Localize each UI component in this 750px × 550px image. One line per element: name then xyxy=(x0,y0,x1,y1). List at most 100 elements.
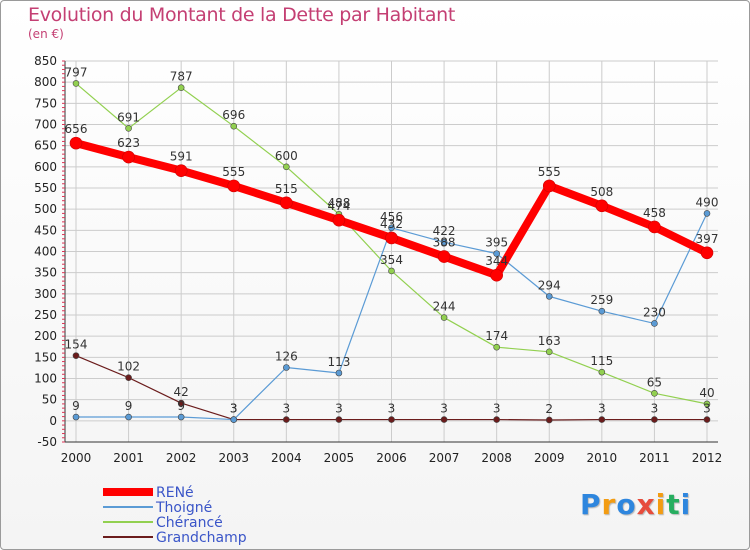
data-point xyxy=(388,267,395,275)
data-point xyxy=(72,80,80,87)
data-point xyxy=(388,224,395,232)
data-point xyxy=(177,399,185,407)
data-point xyxy=(493,250,500,257)
legend-label: RENé xyxy=(156,485,194,501)
data-point xyxy=(122,150,135,164)
data-label: 40 xyxy=(699,386,714,400)
data-point xyxy=(440,416,448,423)
y-tick-label: 500 xyxy=(34,202,57,216)
data-point xyxy=(545,416,553,424)
legend-label: Chérancé xyxy=(156,515,223,531)
data-point xyxy=(283,416,290,423)
logo-letter: i xyxy=(655,488,667,521)
data-label: 591 xyxy=(170,150,193,164)
logo-letter: i xyxy=(680,488,692,521)
x-tick-label: 2000 xyxy=(61,451,92,465)
data-label: 3 xyxy=(703,402,711,416)
data-point xyxy=(230,122,238,130)
x-tick-label: 2006 xyxy=(376,451,407,465)
data-point xyxy=(703,400,711,408)
proxiti-logo: Proxiti xyxy=(580,488,691,521)
data-label: 126 xyxy=(275,349,298,363)
data-point xyxy=(703,210,711,217)
data-label: 3 xyxy=(335,402,343,416)
data-point xyxy=(174,164,188,177)
data-label: 515 xyxy=(275,182,298,196)
data-point xyxy=(598,416,606,423)
data-label: 3 xyxy=(388,402,396,416)
y-tick-label: 200 xyxy=(34,329,57,343)
y-tick-label: 750 xyxy=(34,96,57,110)
data-point xyxy=(651,416,658,423)
data-label: 395 xyxy=(485,236,508,250)
chart-title: Evolution du Montant de la Dette par Hab… xyxy=(28,4,456,26)
data-label: 488 xyxy=(327,196,350,210)
data-point xyxy=(545,293,553,300)
data-label: 3 xyxy=(651,402,659,416)
y-tick-label: 850 xyxy=(34,54,57,68)
data-label: 3 xyxy=(230,402,238,416)
x-tick-label: 2009 xyxy=(534,451,565,465)
data-label: 65 xyxy=(647,375,662,389)
data-label: 344 xyxy=(485,254,508,268)
data-label: 508 xyxy=(590,185,613,199)
x-tick-label: 2002 xyxy=(166,451,197,465)
x-tick-label: 2001 xyxy=(113,451,144,465)
logo-letter: t xyxy=(666,488,681,521)
data-point xyxy=(283,163,290,171)
data-point xyxy=(125,413,132,421)
data-point xyxy=(332,213,346,227)
x-tick-label: 2010 xyxy=(587,451,618,465)
data-label: 691 xyxy=(117,110,140,124)
data-label: 422 xyxy=(433,224,456,238)
legend-label: Thoigné xyxy=(155,500,212,516)
data-point xyxy=(651,320,658,327)
data-labels: 6566235915555154744323883445555084583979… xyxy=(65,65,719,416)
y-tick-label: 450 xyxy=(34,223,57,237)
data-point xyxy=(335,369,343,377)
x-tick-label: 2003 xyxy=(218,451,249,465)
data-point xyxy=(125,125,132,132)
data-point xyxy=(651,390,658,397)
data-label: 294 xyxy=(538,278,561,292)
data-point xyxy=(227,179,241,193)
data-label: 3 xyxy=(493,402,501,416)
data-point xyxy=(437,250,451,263)
y-tick-label: 300 xyxy=(34,287,57,301)
data-label: 42 xyxy=(174,385,189,399)
data-label: 230 xyxy=(643,305,666,319)
data-point xyxy=(72,413,80,421)
data-label: 9 xyxy=(72,399,80,413)
x-tick-label: 2004 xyxy=(271,451,302,465)
data-label: 354 xyxy=(380,253,403,267)
legend-label: Grandchamp xyxy=(156,530,247,546)
data-point xyxy=(280,196,293,210)
logo-letter: P xyxy=(580,488,602,521)
y-tick-label: 50 xyxy=(42,393,57,407)
data-point xyxy=(440,238,448,246)
data-point xyxy=(542,179,556,193)
series-lines xyxy=(69,80,714,424)
data-point xyxy=(283,364,290,371)
y-tick-label: 150 xyxy=(34,350,57,364)
data-point xyxy=(595,199,609,213)
y-tick-label: 400 xyxy=(34,245,57,259)
grid-lines xyxy=(65,60,718,443)
y-tick-label: 550 xyxy=(34,181,57,195)
data-label: 656 xyxy=(65,122,88,136)
data-label: 174 xyxy=(485,329,508,343)
data-label: 432 xyxy=(380,217,403,231)
data-point xyxy=(440,314,448,321)
x-tick-label: 2007 xyxy=(429,451,460,465)
data-label: 397 xyxy=(696,232,719,246)
data-point xyxy=(598,307,606,315)
data-label: 474 xyxy=(327,199,350,213)
data-point xyxy=(177,413,185,421)
data-point xyxy=(177,84,185,91)
y-tick-label: 800 xyxy=(34,75,57,89)
data-point xyxy=(493,343,500,351)
data-label: 555 xyxy=(538,165,561,179)
data-label: 388 xyxy=(433,236,456,250)
data-point xyxy=(388,416,395,423)
